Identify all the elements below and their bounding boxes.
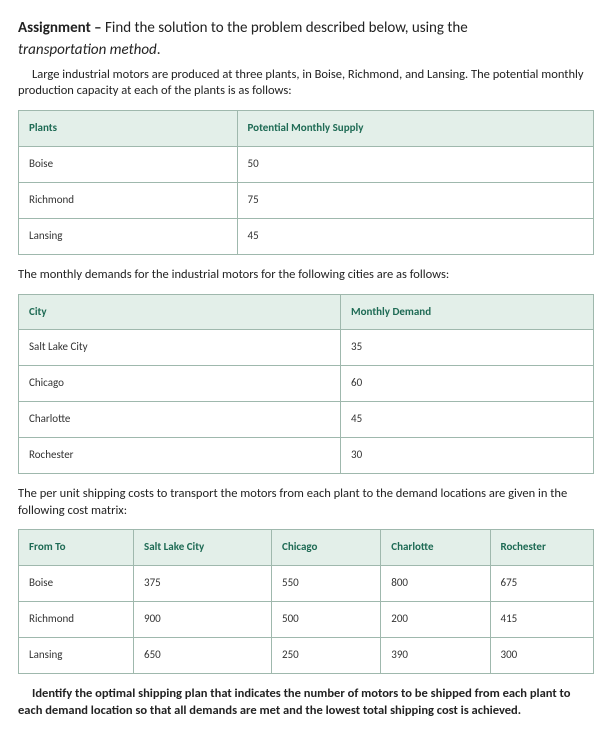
cell: 45 xyxy=(237,218,594,254)
table-row: Lansing 45 xyxy=(19,218,594,254)
cell: 650 xyxy=(134,638,272,674)
cell: Boise xyxy=(19,566,134,602)
cell: Charlotte xyxy=(19,402,341,438)
cell: Richmond xyxy=(19,182,238,218)
final-instruction: Identify the optimal shipping plan that … xyxy=(18,686,594,720)
supply-header-supply: Potential Monthly Supply xyxy=(237,111,594,147)
cost-table: From To Salt Lake City Chicago Charlotte… xyxy=(18,529,594,673)
cell: 250 xyxy=(272,638,381,674)
assignment-label: Assignment – xyxy=(18,19,102,37)
cell: Richmond xyxy=(19,602,134,638)
cell: 800 xyxy=(381,566,490,602)
cell: Chicago xyxy=(19,366,341,402)
cell: 30 xyxy=(341,437,594,473)
table-row: Richmond 75 xyxy=(19,182,594,218)
cell: Rochester xyxy=(19,437,341,473)
intro-paragraph: Large industrial motors are produced at … xyxy=(18,67,594,101)
cell: Salt Lake City xyxy=(19,330,341,366)
assignment-rest: Find the solution to the problem describ… xyxy=(102,19,468,37)
assignment-period: . xyxy=(157,41,161,59)
cell: Lansing xyxy=(19,218,238,254)
cell: 550 xyxy=(272,566,381,602)
cell: 675 xyxy=(490,566,594,602)
table-row: Richmond 900 500 200 415 xyxy=(19,602,594,638)
assignment-method-line: transportation method. xyxy=(18,40,594,60)
cell: 415 xyxy=(490,602,594,638)
demand-intro: The monthly demands for the industrial m… xyxy=(18,267,594,284)
demand-header-demand: Monthly Demand xyxy=(341,294,594,330)
assignment-method: transportation method xyxy=(18,41,157,59)
table-row: Charlotte 45 xyxy=(19,402,594,438)
table-row: Boise 375 550 800 675 xyxy=(19,566,594,602)
table-row: Chicago 60 xyxy=(19,366,594,402)
demand-table: City Monthly Demand Salt Lake City 35 Ch… xyxy=(18,294,594,474)
cell: Boise xyxy=(19,147,238,183)
demand-header-city: City xyxy=(19,294,341,330)
cell: 300 xyxy=(490,638,594,674)
cell: 900 xyxy=(134,602,272,638)
cell: 390 xyxy=(381,638,490,674)
table-row: Boise 50 xyxy=(19,147,594,183)
cell: 500 xyxy=(272,602,381,638)
table-row: Rochester 30 xyxy=(19,437,594,473)
cost-header-chicago: Chicago xyxy=(272,530,381,566)
table-row: Salt Lake City 35 xyxy=(19,330,594,366)
cost-header-charlotte: Charlotte xyxy=(381,530,490,566)
cell: 375 xyxy=(134,566,272,602)
cell: 50 xyxy=(237,147,594,183)
cost-header-rochester: Rochester xyxy=(490,530,594,566)
assignment-title: Assignment – Find the solution to the pr… xyxy=(18,18,594,38)
cost-intro: The per unit shipping costs to transport… xyxy=(18,486,594,520)
supply-header-plants: Plants xyxy=(19,111,238,147)
supply-table: Plants Potential Monthly Supply Boise 50… xyxy=(18,110,594,254)
cell: Lansing xyxy=(19,638,134,674)
cell: 45 xyxy=(341,402,594,438)
cell: 60 xyxy=(341,366,594,402)
cost-header-slc: Salt Lake City xyxy=(134,530,272,566)
cell: 75 xyxy=(237,182,594,218)
table-row: Lansing 650 250 390 300 xyxy=(19,638,594,674)
cost-header-fromto: From To xyxy=(19,530,134,566)
cell: 35 xyxy=(341,330,594,366)
cell: 200 xyxy=(381,602,490,638)
